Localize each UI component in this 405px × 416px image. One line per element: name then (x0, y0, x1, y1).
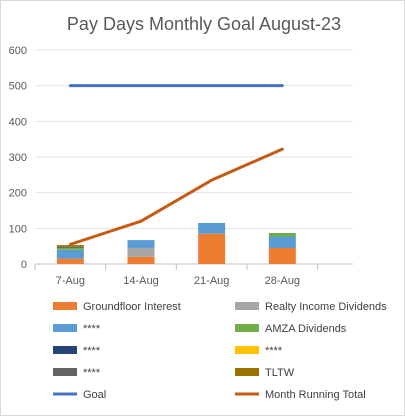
legend-swatch (53, 324, 77, 332)
legend: Groundfloor Interest Realty Income Divide… (53, 301, 387, 401)
bar-segment (56, 245, 84, 247)
bar-segment (268, 236, 296, 248)
legend-label: Month Running Total (265, 389, 366, 401)
legend-label: **** (83, 323, 101, 335)
bar-segment (56, 258, 84, 264)
bar-segment (127, 240, 155, 248)
y-tick-label: 100 (9, 223, 27, 235)
bar-segment (127, 256, 155, 264)
bar-segment (268, 232, 296, 237)
legend-swatch (235, 302, 259, 310)
legend-swatch (53, 302, 77, 310)
legend-swatch (53, 346, 77, 354)
legend-swatch (235, 324, 259, 332)
legend-swatch (235, 346, 259, 354)
y-tick-label: 300 (9, 152, 27, 164)
y-tick-label: 600 (9, 45, 27, 57)
legend-label: TLTW (265, 367, 295, 379)
bar-segment (56, 249, 84, 259)
bar-layer (56, 222, 296, 264)
y-tick-label: 400 (9, 116, 27, 128)
legend-label: Goal (83, 389, 106, 401)
x-tick-label: 28-Aug (265, 275, 300, 287)
legend-label: Groundfloor Interest (83, 301, 181, 313)
x-tick-label: 7-Aug (56, 275, 85, 287)
bar-segment (198, 233, 226, 264)
grid-layer (34, 49, 353, 270)
legend-label: Realty Income Dividends (265, 301, 387, 313)
bar-segment (127, 247, 155, 257)
bar-segment (56, 246, 84, 248)
bar-segment (198, 222, 226, 234)
x-tick-label: 14-Aug (123, 275, 158, 287)
chart-title: Pay Days Monthly Goal August-23 (67, 14, 341, 34)
legend-label: **** (83, 345, 101, 357)
y-tick-label: 200 (9, 188, 27, 200)
y-tick-layer: 0 100 200 300 400 500 600 (9, 45, 27, 271)
legend-swatch (235, 368, 259, 376)
bar-segment (56, 247, 84, 250)
legend-label: **** (83, 367, 101, 379)
bar-segment (268, 247, 296, 264)
x-tick-label: 21-Aug (194, 275, 229, 287)
y-tick-label: 500 (9, 81, 27, 93)
legend-label: AMZA Dividends (265, 323, 347, 335)
series-line (68, 147, 284, 246)
line-layer (68, 84, 284, 246)
legend-label: **** (265, 345, 283, 357)
x-tick-layer: 7-Aug 14-Aug 21-Aug 28-Aug (56, 275, 300, 287)
y-tick-label: 0 (21, 259, 27, 271)
legend-swatch (53, 368, 77, 376)
